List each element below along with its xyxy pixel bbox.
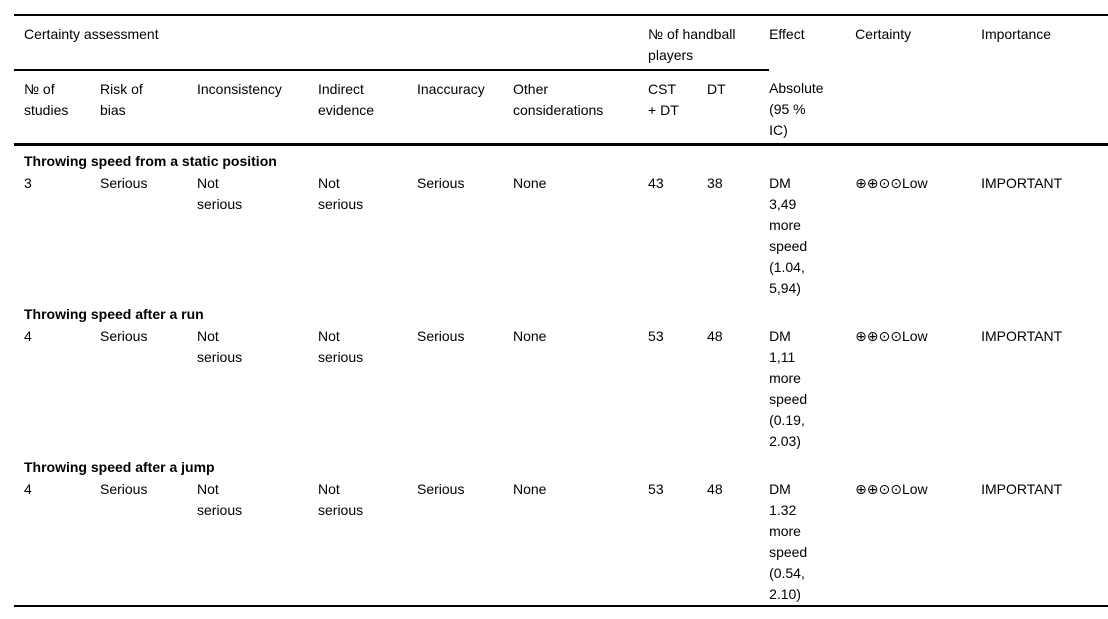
table-row: 4 Serious Not serious Not serious Seriou… (14, 479, 1108, 606)
cell-studies: 4 (24, 481, 32, 497)
header-group-row: Certainty assessment № of handball playe… (14, 15, 1108, 71)
cell-other-considerations: None (513, 175, 547, 191)
cell-dt: 48 (707, 481, 723, 497)
cell-certainty-rating: ⊕⊕⊙⊙Low (855, 175, 928, 191)
header-effect: Effect (769, 26, 805, 42)
cell-inconsistency: Not serious (197, 175, 243, 212)
section-title: Throwing speed after a run (24, 306, 204, 322)
header-absolute: Absolute (95 % IC) (769, 80, 824, 138)
cell-absolute-effect: DM 3,49 more speed (1.04, 5,94) (769, 175, 808, 296)
cell-inaccuracy: Serious (417, 481, 465, 497)
cell-absolute-effect: DM 1.32 more speed (0.54, 2.10) (769, 481, 808, 602)
cell-cst-dt: 53 (648, 328, 664, 344)
header-indirect-evidence: Indirect evidence (318, 81, 375, 118)
header-handball-players-group: № of handball players (648, 15, 770, 71)
header-risk-of-bias: Risk of bias (100, 81, 143, 118)
cell-risk-of-bias: Serious (100, 328, 148, 344)
cell-indirect-evidence: Not serious (318, 175, 364, 212)
cell-indirect-evidence: Not serious (318, 328, 364, 365)
cell-indirect-evidence: Not serious (318, 481, 364, 518)
cell-risk-of-bias: Serious (100, 481, 148, 497)
cell-risk-of-bias: Serious (100, 175, 148, 191)
header-dt: DT (707, 81, 726, 97)
cell-cst-dt: 43 (648, 175, 664, 191)
header-other-considerations: Other considerations (513, 81, 604, 118)
cell-importance: IMPORTANT (981, 328, 1063, 344)
section-title: Throwing speed after a jump (24, 459, 215, 475)
cell-studies: 3 (24, 175, 32, 191)
grade-evidence-table: Certainty assessment № of handball playe… (14, 14, 1108, 607)
header-sub-row: № of studies Risk of bias Inconsistency … (14, 70, 1108, 145)
header-importance: Importance (981, 26, 1052, 42)
table-header: Certainty assessment № of handball playe… (14, 15, 1108, 145)
cell-cst-dt: 53 (648, 481, 664, 497)
cell-inconsistency: Not serious (197, 328, 243, 365)
header-studies: № of studies (24, 81, 69, 118)
cell-dt: 48 (707, 328, 723, 344)
cell-importance: IMPORTANT (981, 481, 1063, 497)
cell-certainty-rating: ⊕⊕⊙⊙Low (855, 481, 928, 497)
section-title-row: Throwing speed from a static position (14, 145, 1108, 174)
cell-other-considerations: None (513, 328, 547, 344)
section-title: Throwing speed from a static position (24, 153, 277, 169)
cell-inaccuracy: Serious (417, 328, 465, 344)
cell-certainty-rating: ⊕⊕⊙⊙Low (855, 328, 928, 344)
header-inconsistency: Inconsistency (197, 81, 282, 97)
table-body: Throwing speed from a static position 3 … (14, 145, 1108, 607)
header-inaccuracy: Inaccuracy (417, 81, 485, 97)
cell-studies: 4 (24, 328, 32, 344)
cell-other-considerations: None (513, 481, 547, 497)
section-title-row: Throwing speed after a jump (14, 452, 1108, 479)
section-title-row: Throwing speed after a run (14, 299, 1108, 326)
header-certainty-assessment-group: Certainty assessment (14, 15, 649, 71)
cell-inconsistency: Not serious (197, 481, 243, 518)
header-certainty: Certainty (855, 26, 912, 42)
header-cst-dt: CST + DT (648, 81, 679, 118)
cell-importance: IMPORTANT (981, 175, 1063, 191)
table-row: 3 Serious Not serious Not serious Seriou… (14, 173, 1108, 299)
cell-dt: 38 (707, 175, 723, 191)
cell-inaccuracy: Serious (417, 175, 465, 191)
cell-absolute-effect: DM 1,11 more speed (0.19, 2.03) (769, 328, 808, 449)
table-row: 4 Serious Not serious Not serious Seriou… (14, 326, 1108, 452)
